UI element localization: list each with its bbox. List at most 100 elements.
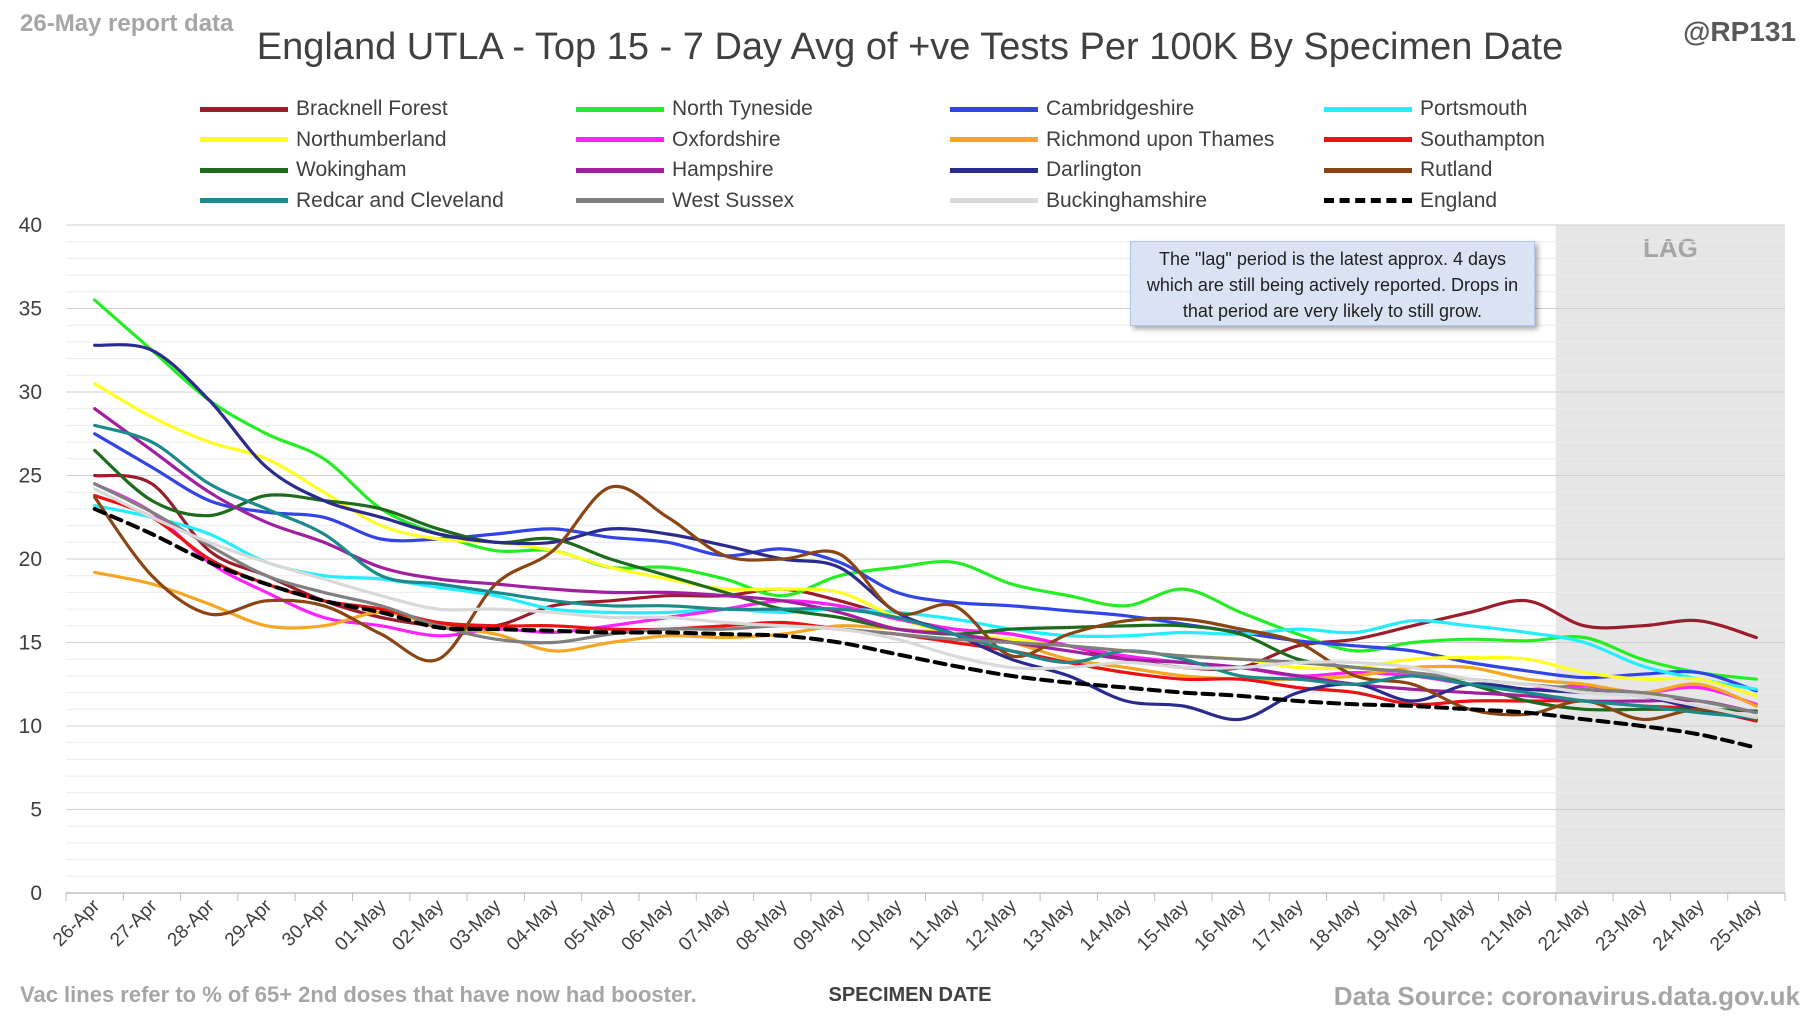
x-tick-label: 26-Apr [49,895,105,951]
legend-swatch [200,167,288,173]
y-tick-label: 25 [19,465,42,488]
legend-swatch [576,106,664,112]
x-tick-label: 09-May [789,895,849,955]
series-line-portsmouth [93,504,1758,691]
legend-item-portsmouth: Portsmouth [1324,94,1527,124]
series-line-oxfordshire [93,482,1758,706]
x-tick-label: 27-Apr [106,895,162,951]
legend-item-darlington: Darlington [950,155,1142,185]
series-line-north-tyneside [93,298,1758,681]
legend-swatch [950,137,1038,142]
legend-label: West Sussex [672,188,795,212]
x-tick-label: 03-May [446,895,506,955]
legend-item-richmond-upon-thames: Richmond upon Thames [950,125,1274,155]
x-tick-label: 13-May [1019,895,1079,955]
legend-swatch [576,167,664,173]
legend-item-west-sussex: West Sussex [576,186,794,216]
x-tick-label: 30-Apr [278,895,334,951]
lag-note: The "lag" period is the latest approx. 4… [1130,241,1535,326]
x-tick-label: 29-Apr [221,895,277,951]
footer-note: Vac lines refer to % of 65+ 2nd doses th… [20,982,697,1007]
legend-label: Hampshire [672,158,774,181]
x-tick-label: 10-May [847,895,907,955]
chart-title: England UTLA - Top 15 - 7 Day Avg of +ve… [256,26,1564,68]
legend-swatch [1324,167,1412,173]
y-tick-label: 35 [19,298,42,321]
x-tick-label: 19-May [1362,895,1422,955]
x-tick-label: 21-May [1477,895,1537,955]
legend-item-buckinghamshire: Buckinghamshire [950,186,1207,216]
legend-label: Cambridgeshire [1046,97,1195,120]
series-line-darlington [93,343,1758,722]
y-tick-label: 10 [19,715,42,738]
x-tick-label: 20-May [1420,895,1480,955]
x-tick-label: 08-May [732,895,792,955]
legend-swatch [1324,106,1412,112]
legend-swatch [950,167,1038,173]
series-line-wokingham [93,448,1758,713]
y-tick-label: 0 [30,882,42,905]
x-tick-label: 28-Apr [164,895,220,951]
legend-label: Northumberland [296,127,447,151]
series-line-hampshire [93,407,1758,715]
legend-label: Portsmouth [1420,97,1528,120]
series-line-cambridgeshire [93,432,1758,693]
x-tick-label: 24-May [1649,895,1709,955]
legend-swatch [1324,137,1412,142]
legend-item-rutland: Rutland [1324,155,1492,185]
legend-item-north-tyneside: North Tyneside [576,94,813,124]
y-tick-label: 15 [19,632,42,655]
legend-label: Rutland [1420,158,1493,181]
legend-label: Richmond upon Thames [1046,127,1275,151]
legend-swatch [576,137,664,142]
legend-swatch [200,198,288,203]
legend-item-redcar-and-cleveland: Redcar and Cleveland [200,186,504,216]
x-tick-label: 05-May [560,895,620,955]
legend-swatch [1324,198,1412,203]
legend-label: Buckinghamshire [1046,188,1208,212]
y-tick-label: 20 [19,548,42,571]
legend-swatch [950,106,1038,112]
legend-item-oxfordshire: Oxfordshire [576,125,781,155]
x-tick-label: 14-May [1076,895,1136,955]
x-tick-label: 23-May [1592,895,1652,955]
legend-label: Bracknell Forest [296,97,448,120]
x-tick-label: 16-May [1191,895,1251,955]
x-axis-title: SPECIMEN DATE [828,984,992,1006]
x-tick-label: 12-May [961,895,1021,955]
y-tick-label: 30 [19,381,42,404]
legend-item-england: England [1324,186,1497,216]
series-line-buckinghamshire [93,487,1758,720]
report-date-label: 26-May report data [20,10,234,37]
series-line-england [92,506,1759,750]
legend-item-wokingham: Wokingham [200,155,407,185]
x-tick-label: 17-May [1248,895,1308,955]
legend-item-northumberland: Northumberland [200,125,447,155]
x-tick-label: 18-May [1305,895,1365,955]
legend-label: Darlington [1046,158,1142,181]
legend-label: England [1420,188,1498,212]
x-tick-label: 04-May [503,895,563,955]
y-tick-label: 5 [30,799,42,822]
x-tick-label: 25-May [1706,895,1766,955]
x-tick-label: 22-May [1534,895,1594,955]
legend-label: North Tyneside [672,97,813,120]
author-handle: @RP131 [1683,16,1796,47]
series-line-redcar-and-cleveland [93,423,1758,720]
x-tick-label: 01-May [331,895,391,955]
x-tick-label: 11-May [905,895,964,954]
data-source: Data Source: coronavirus.data.gov.uk [1333,981,1800,1011]
x-tick-label: 07-May [675,895,735,955]
legend-swatch [200,106,288,112]
y-tick-label: 40 [19,214,42,237]
legend-item-southampton: Southampton [1324,125,1545,155]
x-tick-label: 15-May [1133,895,1193,955]
legend-item-cambridgeshire: Cambridgeshire [950,94,1194,124]
x-tick-label: 06-May [618,895,678,955]
legend-item-hampshire: Hampshire [576,155,774,185]
legend-swatch [576,198,664,203]
legend-swatch [200,137,288,142]
legend-label: Southampton [1420,127,1545,151]
legend-swatch [950,198,1038,203]
